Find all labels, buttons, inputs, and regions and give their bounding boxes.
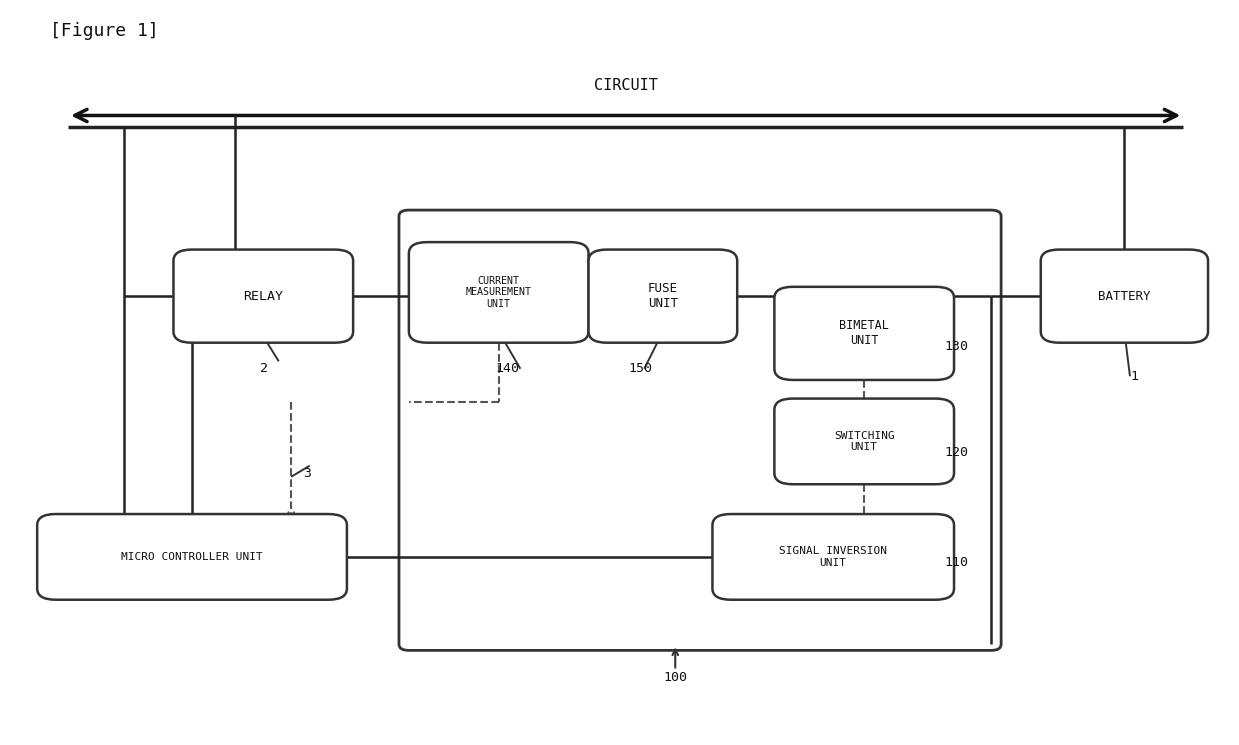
Text: 150: 150: [628, 362, 652, 375]
Text: MICRO CONTROLLER UNIT: MICRO CONTROLLER UNIT: [121, 552, 263, 562]
FancyBboxPatch shape: [1041, 250, 1208, 343]
Text: CURRENT
MEASUREMENT
UNIT: CURRENT MEASUREMENT UNIT: [466, 276, 532, 309]
FancyBboxPatch shape: [712, 514, 954, 600]
Text: BIMETAL
UNIT: BIMETAL UNIT: [839, 320, 890, 347]
Text: 3: 3: [304, 466, 311, 480]
Text: [Figure 1]: [Figure 1]: [50, 22, 159, 40]
FancyBboxPatch shape: [37, 514, 347, 600]
Text: 140: 140: [496, 362, 519, 375]
Text: 120: 120: [944, 446, 968, 459]
FancyBboxPatch shape: [589, 250, 737, 343]
Text: 2: 2: [260, 362, 268, 375]
Text: SIGNAL INVERSION
UNIT: SIGNAL INVERSION UNIT: [779, 546, 887, 568]
FancyBboxPatch shape: [774, 399, 954, 484]
FancyBboxPatch shape: [173, 250, 353, 343]
Text: CIRCUIT: CIRCUIT: [593, 78, 658, 93]
Text: FUSE
UNIT: FUSE UNIT: [648, 282, 678, 310]
Text: RELAY: RELAY: [243, 290, 284, 302]
FancyBboxPatch shape: [409, 242, 589, 343]
Text: 100: 100: [663, 671, 688, 685]
Text: 110: 110: [944, 556, 968, 569]
FancyBboxPatch shape: [774, 287, 954, 380]
Text: 1: 1: [1130, 370, 1137, 383]
Text: 130: 130: [944, 340, 968, 353]
Text: SWITCHING
UNIT: SWITCHING UNIT: [834, 431, 895, 452]
Text: BATTERY: BATTERY: [1098, 290, 1151, 302]
